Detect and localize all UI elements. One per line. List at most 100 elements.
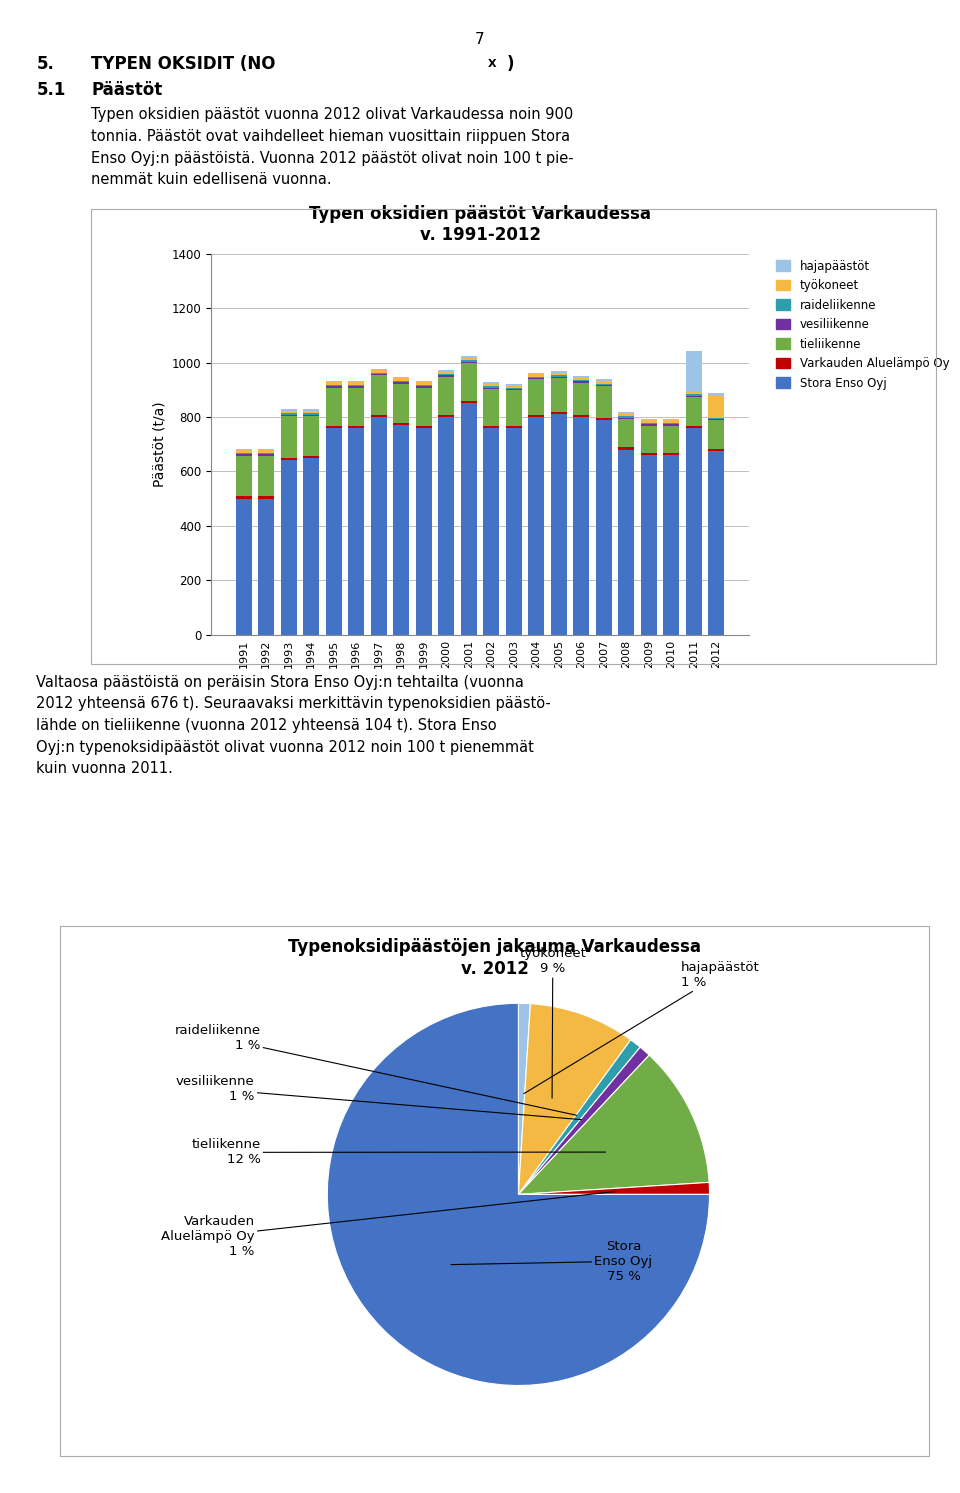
Bar xyxy=(685,351,702,391)
Bar xyxy=(708,448,725,451)
Bar xyxy=(325,428,342,635)
Bar xyxy=(528,415,544,417)
Text: 5.1: 5.1 xyxy=(36,81,66,99)
Bar xyxy=(595,381,612,384)
Bar xyxy=(506,426,522,428)
Wedge shape xyxy=(518,1047,649,1194)
Wedge shape xyxy=(518,1182,709,1194)
Bar xyxy=(438,417,454,635)
Bar xyxy=(685,397,702,426)
Text: vesiliikenne
1 %: vesiliikenne 1 % xyxy=(176,1075,582,1120)
Bar xyxy=(235,496,252,499)
Text: Valtaosa päästöistä on peräisin Stora Enso Oyj:n tehtailta (vuonna
2012 yhteensä: Valtaosa päästöistä on peräisin Stora En… xyxy=(36,675,551,776)
Bar xyxy=(303,458,320,635)
Text: 7: 7 xyxy=(475,33,485,48)
Bar xyxy=(303,455,320,458)
Bar xyxy=(551,373,566,375)
Y-axis label: Päästöt (t/a): Päästöt (t/a) xyxy=(153,402,166,487)
Bar xyxy=(394,378,409,381)
Bar xyxy=(506,385,522,388)
Bar xyxy=(640,455,657,635)
Bar xyxy=(483,390,499,426)
Wedge shape xyxy=(518,1003,530,1194)
Bar xyxy=(595,420,612,635)
Bar xyxy=(663,426,680,452)
Bar xyxy=(325,388,342,426)
Text: TYPEN OKSIDIT (NO: TYPEN OKSIDIT (NO xyxy=(91,55,276,73)
Text: raideliikenne
1 %: raideliikenne 1 % xyxy=(175,1024,577,1115)
Text: hajapäästöt
1 %: hajapäästöt 1 % xyxy=(524,960,759,1094)
Bar xyxy=(640,420,657,423)
Bar xyxy=(461,402,477,403)
Bar xyxy=(394,423,409,426)
Bar xyxy=(573,378,589,381)
Bar xyxy=(303,417,320,455)
Wedge shape xyxy=(327,1003,709,1386)
Bar xyxy=(663,452,680,455)
Bar xyxy=(235,455,252,496)
Bar xyxy=(416,428,432,635)
Bar xyxy=(618,449,635,635)
Bar xyxy=(663,455,680,635)
Bar xyxy=(438,372,454,375)
Bar xyxy=(258,455,275,496)
Bar xyxy=(371,370,387,373)
Bar xyxy=(483,426,499,428)
Bar xyxy=(618,414,635,417)
Bar xyxy=(394,426,409,635)
Bar xyxy=(258,451,275,452)
Bar xyxy=(573,415,589,417)
Bar xyxy=(258,496,275,499)
Bar xyxy=(461,363,477,402)
Bar xyxy=(483,384,499,387)
Bar xyxy=(416,382,432,385)
Bar xyxy=(348,428,365,635)
Bar xyxy=(573,382,589,415)
Text: tieliikenne
12 %: tieliikenne 12 % xyxy=(191,1138,606,1166)
Bar xyxy=(551,378,566,412)
Bar xyxy=(438,376,454,415)
Bar xyxy=(416,426,432,428)
Text: Varkauden
Aluelämpö Oy
1 %: Varkauden Aluelämpö Oy 1 % xyxy=(161,1191,615,1259)
Text: Typen oksidien päästöt vuonna 2012 olivat Varkaudessa noin 900
tonnia. Päästöt o: Typen oksidien päästöt vuonna 2012 oliva… xyxy=(91,107,574,187)
Wedge shape xyxy=(518,1003,631,1194)
Bar xyxy=(325,426,342,428)
Bar xyxy=(235,451,252,452)
Text: ): ) xyxy=(507,55,515,73)
Bar xyxy=(708,451,725,635)
Text: Stora
Enso Oyj
75 %: Stora Enso Oyj 75 % xyxy=(451,1239,653,1282)
Bar xyxy=(663,420,680,423)
Wedge shape xyxy=(518,1056,709,1194)
Bar xyxy=(708,396,725,418)
Bar xyxy=(394,384,409,423)
Bar xyxy=(506,390,522,426)
Bar xyxy=(280,417,297,458)
Bar xyxy=(348,426,365,428)
Text: työkoneet
9 %: työkoneet 9 % xyxy=(519,947,587,1099)
Bar xyxy=(371,415,387,417)
Bar xyxy=(551,412,566,414)
Bar xyxy=(280,460,297,635)
Bar xyxy=(595,387,612,418)
Bar xyxy=(483,428,499,635)
Text: 5.: 5. xyxy=(36,55,55,73)
Bar xyxy=(685,428,702,635)
Bar xyxy=(685,391,702,394)
Bar xyxy=(528,417,544,635)
Text: X: X xyxy=(488,60,496,69)
Bar xyxy=(325,382,342,385)
Bar xyxy=(595,418,612,420)
Bar xyxy=(461,403,477,635)
Bar xyxy=(348,388,365,426)
Bar xyxy=(416,388,432,426)
Bar xyxy=(528,375,544,376)
Bar xyxy=(280,411,297,414)
Bar xyxy=(685,426,702,428)
Bar xyxy=(371,375,387,415)
Bar xyxy=(235,499,252,635)
Bar xyxy=(528,379,544,415)
Bar xyxy=(371,417,387,635)
Bar xyxy=(438,415,454,417)
Bar xyxy=(303,411,320,414)
Bar xyxy=(618,420,635,448)
